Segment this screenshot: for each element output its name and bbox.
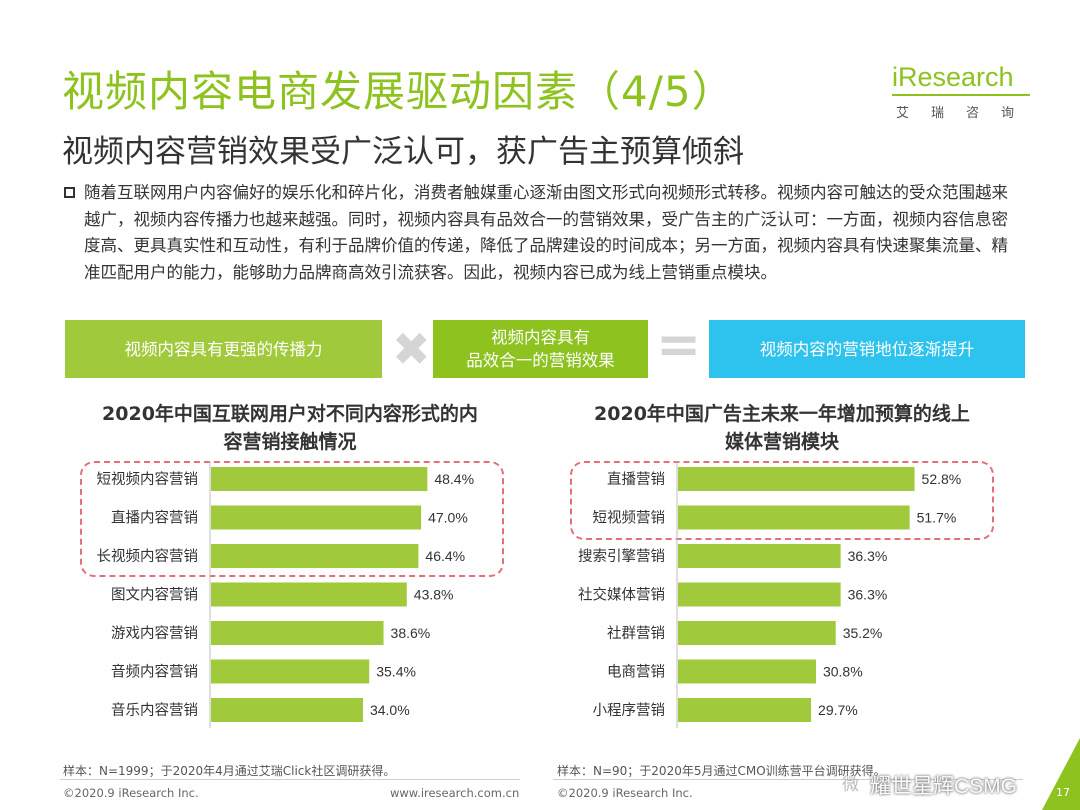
chart-right-value-label: 29.7% <box>818 702 858 718</box>
chart-right-category-label: 电商营销 <box>607 664 665 681</box>
chart-right-bar <box>678 621 836 645</box>
chart-right-bar <box>678 467 915 491</box>
chart-right-value-label: 52.8% <box>922 471 962 487</box>
chart-left: 短视频内容营销 48.4% 直播内容营销 47.0% 长视频内容营销 46.4% 图文内容营… <box>97 461 474 728</box>
website-url[interactable]: www.iresearch.com.cn <box>390 786 520 800</box>
chart-left-value-label: 43.8% <box>414 587 454 603</box>
chart-left-bar <box>211 467 428 491</box>
chart-left-title-line2: 容营销接触情况 <box>223 431 357 453</box>
chart-left-value-label: 35.4% <box>376 664 416 680</box>
chart-right-title-line2: 媒体营销模块 <box>724 431 839 453</box>
summary-paragraph: 随着互联网用户内容偏好的娱乐化和碎片化，消费者触媒重心逐渐由图文形式向视频形式转… <box>84 183 1008 282</box>
logo-underline <box>892 94 1030 96</box>
chart-right-category-label: 社交媒体营销 <box>578 586 665 604</box>
chart-right-value-label: 51.7% <box>917 510 957 526</box>
chart-left-category-label: 短视频内容营销 <box>97 471 199 488</box>
chart-right-bar <box>678 505 910 530</box>
chart-right-bar <box>678 582 841 607</box>
chart-right-category-label: 直播营销 <box>607 471 665 488</box>
formula-box-effect: 视频内容具有 品效合一的营销效果 <box>433 320 648 378</box>
chart-left-title: 2020年中国互联网用户对不同内容形式的内 容营销接触情况 <box>60 400 520 456</box>
chart-left-category-label: 音乐内容营销 <box>111 702 198 719</box>
formula-box-effect-line1: 视频内容具有 <box>491 328 590 347</box>
footnote-right: 样本：N=90；于2020年5月通过CMO训练营平台调研获得。 <box>557 764 886 778</box>
footer-divider-right <box>553 779 1023 780</box>
chart-left-category-label: 直播内容营销 <box>111 510 198 527</box>
chart-right-value-label: 36.3% <box>848 587 888 603</box>
chart-left-value-label: 46.4% <box>425 548 465 564</box>
chart-right: 直播营销 52.8% 短视频营销 51.7% 搜索引擎营销 36.3% 社交媒体营销 36.3… <box>578 461 962 728</box>
copyright-right: ©2020.9 iResearch Inc. <box>557 786 693 800</box>
page-subtitle: 视频内容营销效果受广泛认可，获广告主预算倾斜 <box>62 134 744 170</box>
logo-chinese-name: 艾瑞咨询 <box>896 106 1037 121</box>
highlight-box-right <box>570 461 994 540</box>
chart-left-category-label: 图文内容营销 <box>111 587 198 604</box>
chart-left-bar <box>211 544 419 568</box>
chart-left-bar <box>211 582 407 607</box>
times-operator-icon: ✖ <box>392 322 431 376</box>
footnote-left: 样本：N=1999；于2020年4月通过艾瑞Click社区调研获得。 <box>63 764 396 778</box>
chart-left-value-label: 38.6% <box>391 625 431 641</box>
page-number: 17 <box>1056 786 1070 799</box>
chart-right-value-label: 36.3% <box>848 548 888 564</box>
formula-box-spread: 视频内容具有更强的传播力 <box>65 320 382 378</box>
chart-right-category-label: 搜索引擎营销 <box>578 548 665 565</box>
watermark: 耀世星辉CSMG <box>870 775 1017 798</box>
chart-left-category-label: 音频内容营销 <box>111 664 198 681</box>
chart-right-title-line1: 2020年中国广告主未来一年增加预算的线上 <box>594 403 970 425</box>
chart-right-value-label: 30.8% <box>823 664 863 680</box>
chart-left-category-label: 长视频内容营销 <box>97 548 199 565</box>
formula-box-result: 视频内容的营销地位逐渐提升 <box>709 320 1025 378</box>
copyright-left: ©2020.9 iResearch Inc. <box>63 786 199 800</box>
chart-right-category-label: 小程序营销 <box>593 702 666 719</box>
chart-left-title-line1: 2020年中国互联网用户对不同内容形式的内 <box>102 403 478 425</box>
footer-divider-left <box>60 779 520 780</box>
chart-left-bar <box>211 505 422 530</box>
chart-right-title: 2020年中国广告主未来一年增加预算的线上 媒体营销模块 <box>552 400 1012 456</box>
formula-box-effect-line2: 品效合一的营销效果 <box>466 351 615 370</box>
chart-left-value-label: 48.4% <box>434 471 474 487</box>
chart-right-category-label: 短视频营销 <box>593 510 666 527</box>
corner-accent <box>1042 738 1080 810</box>
chart-right-bar <box>678 698 812 722</box>
formula-box-spread-label: 视频内容具有更强的传播力 <box>124 339 323 359</box>
equals-operator-icon: = <box>656 313 702 376</box>
weibo-icon: 微 <box>842 775 859 795</box>
chart-left-category-label: 游戏内容营销 <box>111 625 198 642</box>
chart-right-value-label: 35.2% <box>843 625 883 641</box>
chart-left-bar <box>211 621 384 645</box>
highlight-box-left <box>80 461 504 577</box>
chart-right-bar <box>678 659 816 684</box>
formula-box-result-label: 视频内容的营销地位逐渐提升 <box>759 339 975 359</box>
bullet-square-icon <box>64 187 75 198</box>
chart-left-bar <box>211 698 363 722</box>
iresearch-logo: iResearch 艾瑞咨询 <box>892 58 1032 126</box>
chart-right-category-label: 社群营销 <box>607 625 665 642</box>
page-title: 视频内容电商发展驱动因素（4/5） <box>62 67 735 116</box>
chart-left-bar <box>211 659 370 684</box>
chart-left-value-label: 47.0% <box>428 510 468 526</box>
chart-left-value-label: 34.0% <box>370 702 410 718</box>
chart-right-bar <box>678 544 841 568</box>
logo-wordmark: iResearch <box>892 62 1014 92</box>
